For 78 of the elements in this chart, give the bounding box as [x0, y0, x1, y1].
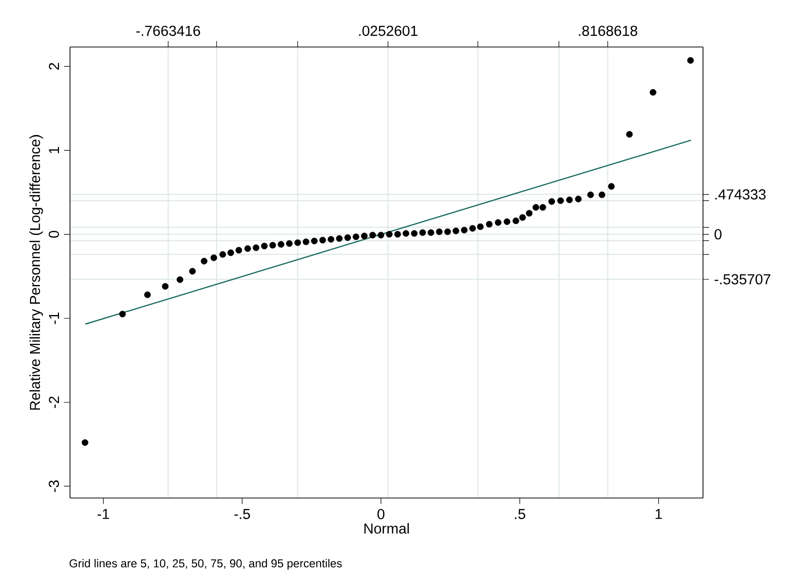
point [512, 218, 520, 224]
point [352, 233, 360, 240]
point [494, 219, 502, 226]
point [394, 230, 401, 238]
point [428, 229, 434, 236]
point [532, 204, 540, 211]
point [344, 234, 351, 241]
point [227, 249, 234, 256]
point [378, 232, 384, 238]
point [436, 228, 443, 236]
x-tick-label: -.5 [234, 509, 250, 520]
point [419, 229, 426, 236]
y2-tick-label: .474333 [715, 189, 766, 200]
point [200, 258, 208, 264]
point [444, 228, 451, 236]
point [504, 218, 510, 225]
point [460, 226, 468, 234]
point [486, 220, 493, 228]
point [278, 241, 284, 248]
point [294, 239, 301, 246]
y-tick-label: -1 [49, 312, 59, 324]
point [328, 236, 334, 243]
point [608, 183, 615, 190]
x2-tick-label: -.7663416 [136, 26, 200, 36]
point [311, 238, 318, 244]
point [687, 57, 694, 64]
point [557, 197, 564, 204]
point [369, 232, 376, 238]
x-tick-label: 0 [378, 508, 384, 520]
y-tick-label: 0 [48, 230, 59, 238]
point [286, 240, 293, 247]
point [236, 246, 242, 254]
point [244, 245, 251, 252]
y2-tick-label: 0 [714, 229, 722, 240]
point [575, 196, 582, 202]
point [469, 225, 476, 232]
point [219, 251, 226, 258]
point [598, 191, 606, 198]
y-tick-label: 2 [48, 63, 59, 70]
point [361, 232, 368, 240]
point [252, 244, 260, 252]
y-tick-label: 1 [49, 146, 59, 154]
point [519, 214, 526, 221]
point [119, 310, 126, 318]
point [526, 210, 533, 217]
point [336, 235, 343, 242]
x-tick-label: -1 [98, 509, 110, 519]
point [410, 230, 418, 237]
y2-tick-label: -.535707 [714, 274, 770, 284]
point [548, 198, 555, 205]
x2-tick-label: .8168618 [578, 26, 638, 36]
point [189, 268, 196, 275]
point [626, 131, 633, 138]
point [540, 204, 546, 211]
point [162, 283, 169, 290]
x-tick-label: 1 [656, 509, 662, 519]
point [452, 228, 460, 234]
y-tick-label: -3 [48, 480, 59, 492]
point [269, 242, 276, 248]
point [144, 291, 151, 298]
point [302, 238, 310, 246]
y-axis-title: Relative Military Personnel (Log-difference) [29, 135, 43, 410]
point [82, 439, 88, 446]
point [650, 89, 656, 96]
point [210, 254, 218, 262]
point [477, 223, 484, 230]
point [566, 196, 573, 204]
point [319, 236, 326, 244]
point [261, 242, 268, 250]
text: Grid lines are 5, 10, 25, 50, 75, 90, and 95 percentiles [70, 559, 342, 570]
point [176, 276, 184, 283]
x2-tick-label: .0252601 [359, 26, 418, 36]
point [402, 230, 410, 237]
point [386, 230, 393, 238]
point [587, 191, 594, 198]
x-tick-label: .5 [515, 509, 526, 520]
x-axis-title: Normal [364, 523, 409, 534]
y-tick-label: -2 [48, 396, 59, 408]
